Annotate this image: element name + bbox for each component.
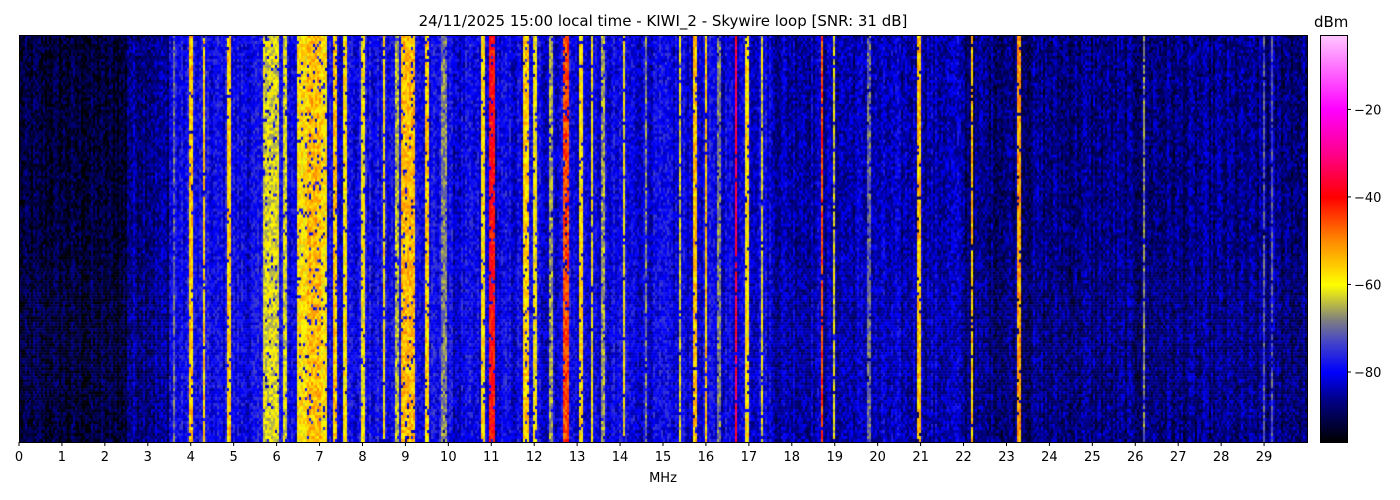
waterfall-heatmap bbox=[19, 35, 1307, 442]
colorbar-tick-label: −80 bbox=[1354, 366, 1381, 381]
x-tick-label: 29 bbox=[1256, 450, 1273, 465]
colorbar-tick-label: −60 bbox=[1354, 278, 1381, 293]
x-tick-label: 19 bbox=[826, 450, 843, 465]
x-tick-label: 0 bbox=[15, 450, 23, 465]
x-tick-label: 18 bbox=[784, 450, 801, 465]
x-tick-label: 17 bbox=[741, 450, 758, 465]
x-tick-label: 27 bbox=[1170, 450, 1187, 465]
x-tick-label: 4 bbox=[187, 450, 195, 465]
x-tick-label: 2 bbox=[101, 450, 109, 465]
colorbar-tick-label: −40 bbox=[1354, 191, 1381, 206]
x-axis-label: MHz bbox=[649, 471, 677, 486]
x-tick-label: 22 bbox=[955, 450, 972, 465]
x-tick-label: 25 bbox=[1084, 450, 1101, 465]
x-tick-label: 28 bbox=[1213, 450, 1230, 465]
chart-title: 24/11/2025 15:00 local time - KIWI_2 - S… bbox=[418, 12, 908, 30]
x-tick-label: 16 bbox=[698, 450, 715, 465]
x-tick-label: 8 bbox=[358, 450, 366, 465]
x-tick-label: 6 bbox=[272, 450, 280, 465]
x-tick-label: 23 bbox=[998, 450, 1015, 465]
x-tick-label: 5 bbox=[230, 450, 238, 465]
x-tick-label: 26 bbox=[1127, 450, 1144, 465]
x-tick-label: 9 bbox=[401, 450, 409, 465]
x-tick-label: 14 bbox=[612, 450, 629, 465]
x-tick-label: 1 bbox=[58, 450, 66, 465]
x-tick-label: 21 bbox=[912, 450, 929, 465]
x-tick-label: 24 bbox=[1041, 450, 1058, 465]
x-tick-label: 3 bbox=[144, 450, 152, 465]
x-tick-label: 10 bbox=[440, 450, 457, 465]
x-tick-label: 12 bbox=[526, 450, 543, 465]
x-tick-label: 7 bbox=[315, 450, 323, 465]
x-tick-label: 13 bbox=[569, 450, 586, 465]
x-tick-label: 15 bbox=[655, 450, 672, 465]
colorbar-tick-label: −20 bbox=[1354, 103, 1381, 118]
colorbar bbox=[1320, 35, 1347, 442]
colorbar-label: dBm bbox=[1314, 13, 1349, 31]
x-tick-label: 20 bbox=[869, 450, 886, 465]
x-tick-label: 11 bbox=[483, 450, 500, 465]
